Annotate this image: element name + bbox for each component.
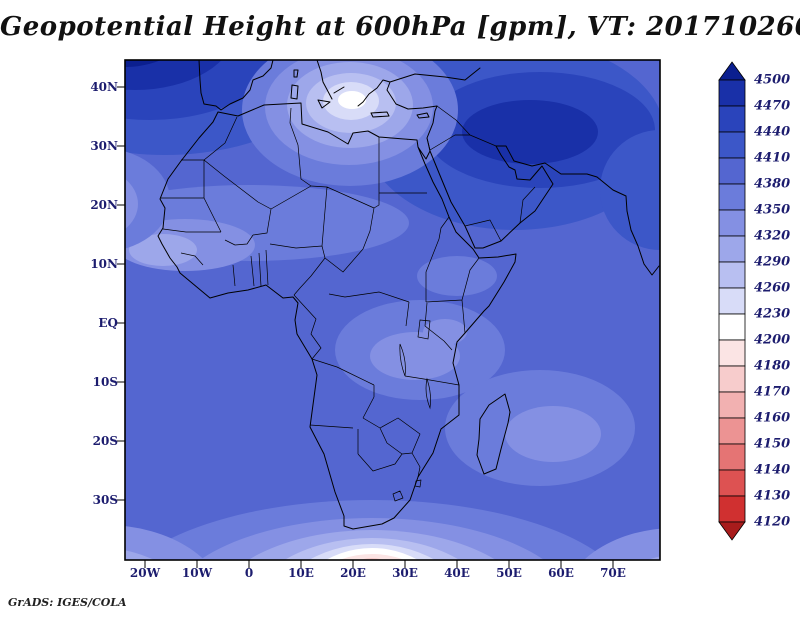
colorbar-label: 4440 [754, 125, 790, 140]
colorbar-segment [718, 287, 746, 315]
lon-tick-label: 20W [129, 566, 161, 580]
country-borders [160, 105, 536, 502]
colorbar-label: 4380 [754, 177, 790, 192]
colorbar-label: 4230 [754, 307, 790, 322]
lat-tick-label: 10S [92, 375, 118, 389]
colorbar-segment [718, 365, 746, 393]
lat-tick-label: EQ [98, 316, 118, 330]
lat-tick-label: 30S [92, 493, 118, 507]
colorbar-segment [718, 209, 746, 237]
colorbar-label: 4200 [754, 333, 790, 348]
contour-field [125, 60, 660, 560]
eurasia-coastline [198, 60, 660, 276]
map-frame [124, 59, 661, 561]
colorbar-segment [718, 235, 746, 263]
colorbar-label: 4410 [754, 151, 790, 166]
colorbar-label: 4260 [754, 281, 790, 296]
colorbar-label: 4470 [754, 99, 790, 114]
colorbar-segment [718, 261, 746, 289]
lon-tick-label: 60E [548, 566, 574, 580]
map-plot [117, 59, 661, 568]
colorbar-bottom-arrow [718, 521, 746, 541]
lon-tick-label: 40E [444, 566, 470, 580]
lon-tick-label: 10W [181, 566, 213, 580]
colorbar-label: 4130 [754, 489, 790, 504]
lat-tick-label: 10N [90, 257, 118, 271]
lon-tick-label: 50E [496, 566, 522, 580]
colorbar-label: 4180 [754, 359, 790, 374]
colorbar-segment [718, 339, 746, 367]
lon-tick-label: 0 [244, 566, 254, 580]
colorbar-label: 4120 [754, 515, 790, 530]
colorbar-label: 4160 [754, 411, 790, 426]
colorbar-label: 4500 [754, 73, 790, 88]
lat-tick-label: 20S [92, 434, 118, 448]
lat-tick-label: 40N [90, 80, 118, 94]
lakes [399, 319, 431, 410]
colorbar-segment [718, 79, 746, 107]
colorbar-label: 4290 [754, 255, 790, 270]
lon-tick-label: 70E [600, 566, 626, 580]
colorbar-segment [718, 443, 746, 471]
colorbar-segment [718, 105, 746, 133]
colorbar: 4500 4470 4440 4410 4380 4350 4320 4290 4260 4230… [718, 61, 790, 541]
colorbar-segment [718, 495, 746, 523]
colorbar-label: 4150 [754, 437, 790, 452]
colorbar-segment [718, 131, 746, 159]
colorbar-segment [718, 417, 746, 445]
colorbar-segment [718, 469, 746, 497]
colorbar-segment [718, 391, 746, 419]
colorbar-label: 4140 [754, 463, 790, 478]
lon-tick-label: 30E [392, 566, 418, 580]
axis-ticks [117, 86, 614, 568]
lon-tick-label: 20E [340, 566, 366, 580]
colorbar-label: 4170 [754, 385, 790, 400]
plot-title: Geopotential Height at 600hPa [gpm], VT:… [0, 12, 800, 42]
colorbar-segment [718, 313, 746, 341]
colorbar-segment [718, 183, 746, 211]
colorbar-label: 4350 [754, 203, 790, 218]
credit-text: GrADS: IGES/COLA [8, 596, 127, 609]
colorbar-label: 4320 [754, 229, 790, 244]
lat-tick-label: 30N [90, 139, 118, 153]
lat-tick-label: 20N [90, 198, 118, 212]
colorbar-segment [718, 157, 746, 185]
lon-tick-label: 10E [288, 566, 314, 580]
colorbar-top-arrow [718, 61, 746, 81]
